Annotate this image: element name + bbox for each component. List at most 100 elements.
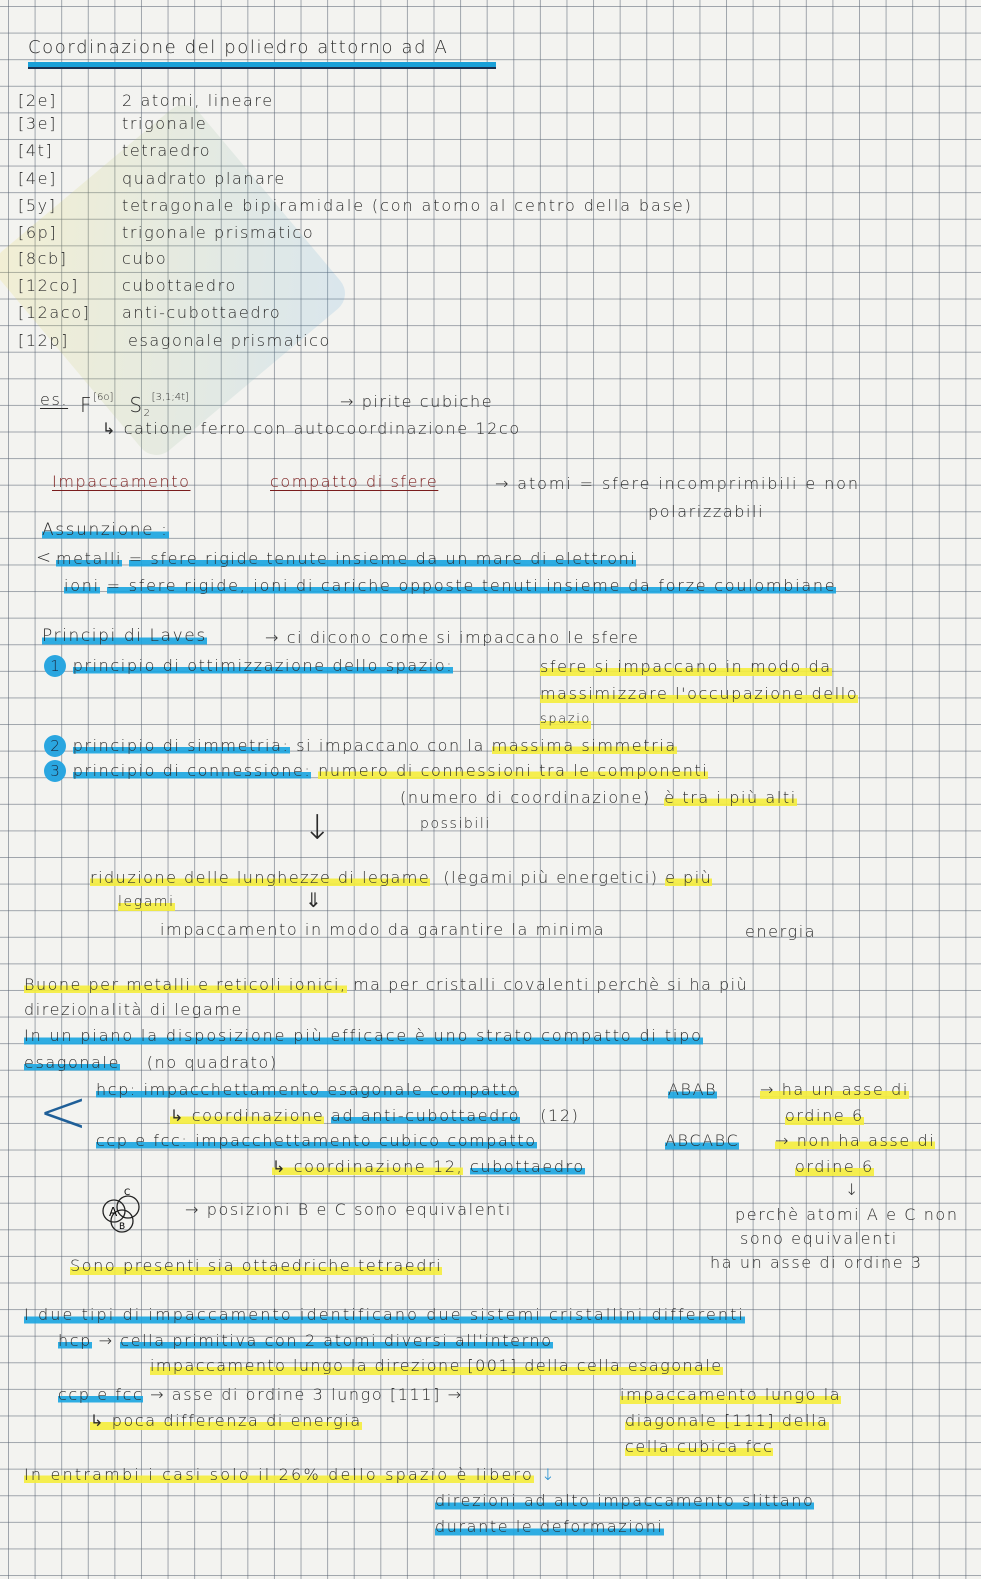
consequence: e più <box>665 868 713 887</box>
coord-desc: trigonale prismatico <box>122 223 315 242</box>
hcp-desc: : impacchettamento esagonale compatto <box>129 1080 520 1099</box>
consequence: legami <box>118 892 175 912</box>
example-note: ↳ catione ferro con autocoordinazione 12… <box>102 419 521 438</box>
principle-desc: si impaccano con la <box>296 736 485 755</box>
ions-definition: = sfere rigide, ioni di cariche opposte … <box>106 576 837 595</box>
packing-definition-cont: polarizzabili <box>648 502 765 521</box>
ccp-coordination: ↳ coordinazione 12, cubottaedro <box>272 1157 585 1177</box>
hcp-line: hcp: impacchettamento esagonale compatto <box>96 1080 520 1100</box>
laves-heading: Principi di Laves <box>42 626 207 646</box>
ccp-desc: : impacchettamento cubico compatto <box>181 1131 537 1150</box>
body-text-highlight: In un piano la disposizione più efficace… <box>24 1026 703 1046</box>
title-underline <box>28 62 496 69</box>
down-arrow-icon: ↓ <box>303 808 334 848</box>
example-label: es. <box>40 390 69 409</box>
term-hcp: hcp <box>58 1331 92 1350</box>
formula-fe-sup: [6o] <box>93 392 114 403</box>
formula-s-sub: 2 <box>143 408 152 419</box>
principle-desc: (numero di coordinazione) <box>400 788 651 807</box>
sphere-packing-diagram: A C B <box>102 1188 140 1233</box>
principle-desc: sfere si impaccano in modo da <box>540 657 832 677</box>
axis-note: → ha un asse di <box>760 1080 909 1100</box>
body-text: ma per cristalli covalenti perchè si ha … <box>353 975 749 994</box>
formula-fe: F <box>80 393 94 417</box>
double-down-arrow-icon: ⇓ <box>305 888 324 912</box>
body-line-4: esagonale (no quadrato) <box>24 1053 278 1073</box>
formula: F[6o] S2 [3,1;4t] <box>80 388 189 424</box>
coord-code: [8cb] <box>18 249 68 268</box>
coord-code: [6p] <box>18 223 58 242</box>
coord-code: [12aco] <box>18 303 91 322</box>
principle-name: principio di ottimizzazione dello spazio… <box>72 656 454 675</box>
laves-principle-3: 3 principio di connessione: numero di co… <box>44 760 709 782</box>
sphere-b <box>110 1209 134 1233</box>
assumption-heading: Assunzione : <box>42 520 169 540</box>
consequence-result: impaccamento in modo da garantire la min… <box>160 920 606 939</box>
ccp-axis-desc: → asse di ordine 3 lungo [111] → <box>150 1385 463 1404</box>
assumption-metals: metalli = sfere rigide tenute insieme da… <box>56 549 637 569</box>
consequence: riduzione delle lunghezze di legame <box>90 868 431 887</box>
principle-name: principio di connessione: <box>72 761 312 780</box>
number-badge: 3 <box>44 760 66 782</box>
coord-desc: tetragonale bipiramidale (con atomo al c… <box>122 196 693 215</box>
coord-code: [12p] <box>18 331 69 350</box>
principle-desc: numero di connessioni tra le componenti <box>318 761 709 780</box>
sphere-c <box>116 1195 140 1219</box>
principle-desc-highlight: è tra i più alti <box>664 788 797 807</box>
hcp-cell-desc: cella primitiva con 2 atomi diversi all'… <box>120 1331 553 1350</box>
term-ccp-fcc: ccp e fcc <box>58 1385 144 1404</box>
coord-code: [4e] <box>18 169 57 188</box>
hcp-packing-direction: impaccamento lungo la direzione [001] de… <box>150 1356 723 1376</box>
coord-desc: trigonale <box>122 114 208 133</box>
principle-desc: possibili <box>420 816 491 832</box>
coord-desc: anti-cubottaedro <box>122 303 282 322</box>
principle-desc: spazio <box>540 710 591 730</box>
coordination-text: ad anti-cubottaedro <box>331 1106 521 1125</box>
both-cases-line: In entrambi i casi solo il 26% dello spa… <box>24 1465 557 1485</box>
coord-code: [3e] <box>18 114 57 133</box>
sphere-label-b: B <box>119 1222 125 1232</box>
coord-code: [2e] <box>18 91 57 110</box>
sphere-label-c: C <box>124 1188 130 1198</box>
axis-note-text: → non ha asse di <box>775 1131 936 1150</box>
coord-code: [5y] <box>18 196 57 215</box>
page-title: Coordinazione del poliedro attorno ad A <box>28 37 449 58</box>
assumption-ions: ioni = sfere rigide, ioni di cariche opp… <box>64 576 837 596</box>
ccp-packing-desc: impaccamento lungo la <box>620 1385 842 1405</box>
body-text: (no quadrato) <box>146 1053 278 1072</box>
down-arrow-icon: ↓ <box>541 1465 557 1484</box>
coord-desc: 2 atomi, lineare <box>122 91 274 110</box>
body-text-highlight: esagonale <box>24 1053 121 1072</box>
metals-definition: = sfere rigide tenute insieme da un mare… <box>128 549 637 568</box>
term-metalli: metalli <box>56 549 123 568</box>
arrow-icon: → <box>98 1331 114 1350</box>
free-space-note: In entrambi i casi solo il 26% dello spa… <box>24 1465 534 1484</box>
hcp-coordination: ↳ coordinazione ad anti-cubottaedro (12) <box>170 1106 579 1126</box>
reason-note: ha un asse di ordine 3 <box>710 1253 923 1272</box>
principle-3-cont: (numero di coordinazione) è tra i più al… <box>400 788 797 808</box>
laves-principle-1: 1 principio di ottimizzazione dello spaz… <box>44 655 454 677</box>
principle-name: principio di simmetria: <box>72 736 290 755</box>
coord-desc: cubottaedro <box>122 276 237 295</box>
formula-s: S <box>129 393 144 417</box>
ccp-packing-desc: diagonale [111] della <box>625 1411 829 1431</box>
number-badge: 2 <box>44 735 66 757</box>
stacking-sequence: ABCABC <box>665 1131 740 1151</box>
number-badge: 1 <box>44 655 66 677</box>
stacking-sequence: ABAB <box>668 1080 718 1100</box>
two-types-line: I due tipi di impaccamento identificano … <box>24 1305 746 1325</box>
sphere-label-a: A <box>109 1205 118 1219</box>
formula-s-sup: [3,1;4t] <box>151 392 189 403</box>
axis-note: ordine 6 <box>795 1157 874 1177</box>
consequence-result: energia <box>745 922 817 941</box>
ccp-cell-line: ccp e fcc → asse di ordine 3 lungo [111]… <box>58 1385 463 1405</box>
ccp-line: ccp e fcc: impacchettamento cubico compa… <box>96 1131 537 1151</box>
body-text: direzionalità di legame <box>24 1000 243 1019</box>
coordination-text: ↳ coordinazione 12, <box>272 1157 464 1176</box>
slip-note: direzioni ad alto impaccamento slittano <box>435 1491 815 1511</box>
coord-desc: cubo <box>122 249 168 268</box>
axis-note: → non ha asse di <box>775 1131 936 1151</box>
principle-desc: massimizzare l'occupazione dello <box>540 684 859 704</box>
packing-subtitle: compatto di sfere <box>270 472 439 491</box>
term-ioni: ioni <box>64 576 100 595</box>
